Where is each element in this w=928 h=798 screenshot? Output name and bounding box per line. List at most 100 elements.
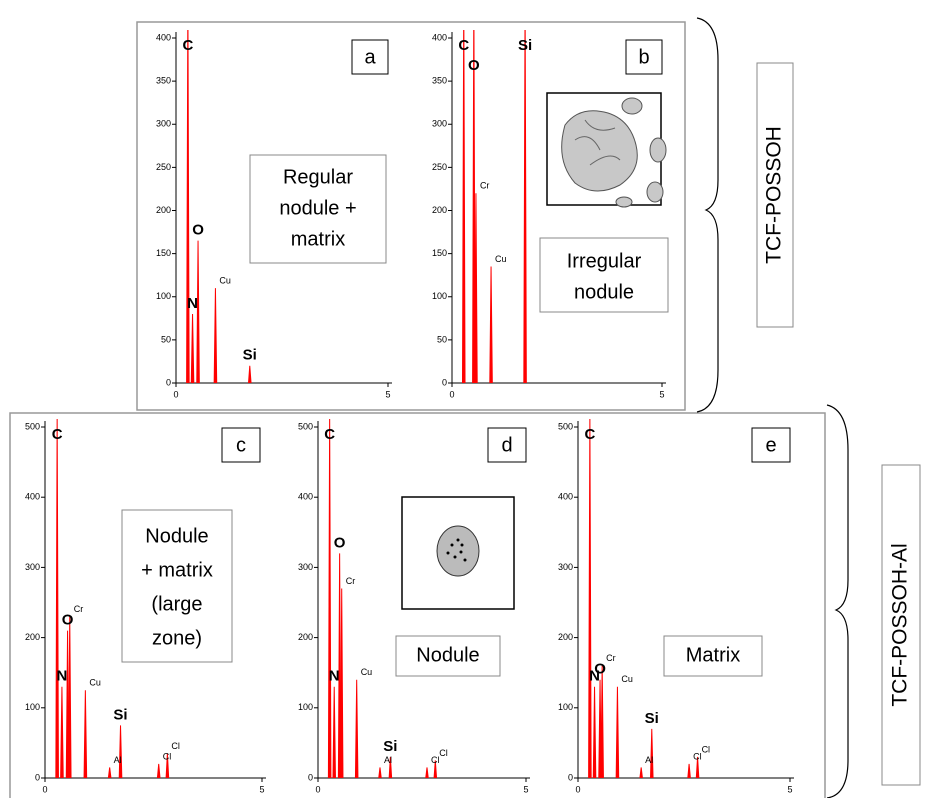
y-tick-label: 0 [442,377,447,387]
spectrum [461,30,527,383]
peak [523,30,527,383]
peak-label: C [182,37,193,54]
group-label: TCF-POSSOH [763,126,786,264]
peak-label: Al [384,755,392,765]
peak-label: N [187,295,198,312]
peak-label: O [62,612,74,629]
y-tick-label: 100 [558,702,573,712]
note-box [395,635,501,677]
peak-label: N [329,668,340,685]
x-tick-label: 0 [42,784,47,794]
y-tick-label: 300 [156,119,171,129]
peak [196,240,200,383]
note-box [663,635,763,677]
peak [60,686,64,778]
y-tick-label: 300 [558,562,573,572]
peak [650,728,654,778]
peak [433,760,438,778]
peak [118,725,123,778]
x-tick-label: 5 [385,389,390,399]
peak [156,763,161,778]
note: nodule [574,281,634,303]
peak-label: Si [518,37,532,54]
peak [165,753,170,778]
peak-label: C [324,426,335,443]
y-tick-label: 350 [432,76,447,86]
peak-label: Cu [495,254,507,264]
y-tick-label: 150 [432,248,447,258]
peak-label: C [52,426,63,443]
peak [588,419,592,778]
panel-label-box [751,427,791,463]
peak-label: Cr [606,653,616,663]
peak [592,686,597,778]
note-box [539,237,669,313]
peak [213,288,218,383]
y-tick-label: 500 [558,421,573,431]
y-tick-label: 100 [298,702,313,712]
peak [378,767,382,778]
peak [425,767,429,778]
spectrum [327,419,438,778]
x-tick-label: 5 [523,784,528,794]
note: zone) [152,627,202,649]
note: Matrix [686,644,740,666]
y-tick-label: 200 [558,632,573,642]
peak-label: Si [645,710,659,727]
group-label-box [756,62,794,328]
peak [107,767,112,778]
note: matrix [291,228,345,250]
peak-label: Cl [439,748,448,758]
y-tick-label: 300 [298,562,313,572]
peak-label: N [57,668,68,685]
peak-label: C [584,426,595,443]
y-tick-label: 50 [161,334,171,344]
peak-label: Cu [361,667,373,677]
note: Nodule [416,644,479,666]
y-tick-label: 200 [156,205,171,215]
y-tick-label: 400 [298,492,313,502]
panel-label-box [625,39,663,75]
x-tick-label: 0 [575,784,580,794]
group-frame [9,412,826,798]
note-box [121,509,233,663]
y-tick-label: 350 [156,76,171,86]
note: nodule + [279,197,356,219]
note: Irregular [567,250,642,272]
group-label: TCF-POSSOH-Al [889,543,912,706]
x-tick-label: 0 [315,784,320,794]
y-tick-label: 0 [308,772,313,782]
peak-label: Cl [431,755,440,765]
inset-image [546,92,667,208]
y-tick-label: 400 [156,32,171,42]
peak-label: Cl [163,751,172,761]
peak-label: Si [383,738,397,755]
y-tick-label: 200 [432,205,447,215]
y-tick-label: 500 [298,421,313,431]
peak-label: Cu [219,276,231,286]
y-tick-label: 500 [25,421,40,431]
peak [83,690,88,778]
peak [615,686,620,778]
peak-label: O [192,222,204,239]
peak [186,30,190,383]
note: Regular [283,166,353,188]
peak [695,756,700,778]
panel-label-box [487,427,527,463]
peak [639,767,643,778]
note: + matrix [141,559,213,581]
peak-label: Cl [693,751,702,761]
y-tick-label: 0 [166,377,171,387]
group-frame [136,21,686,411]
peak-label: Cl [171,741,180,751]
spectrum [186,30,252,383]
y-tick-label: 300 [25,562,40,572]
group-label-box [881,464,921,786]
y-tick-label: 400 [432,32,447,42]
x-tick-label: 5 [787,784,792,794]
y-tick-label: 100 [25,702,40,712]
x-tick-label: 5 [659,389,664,399]
peak [190,313,195,383]
peak [67,616,72,778]
